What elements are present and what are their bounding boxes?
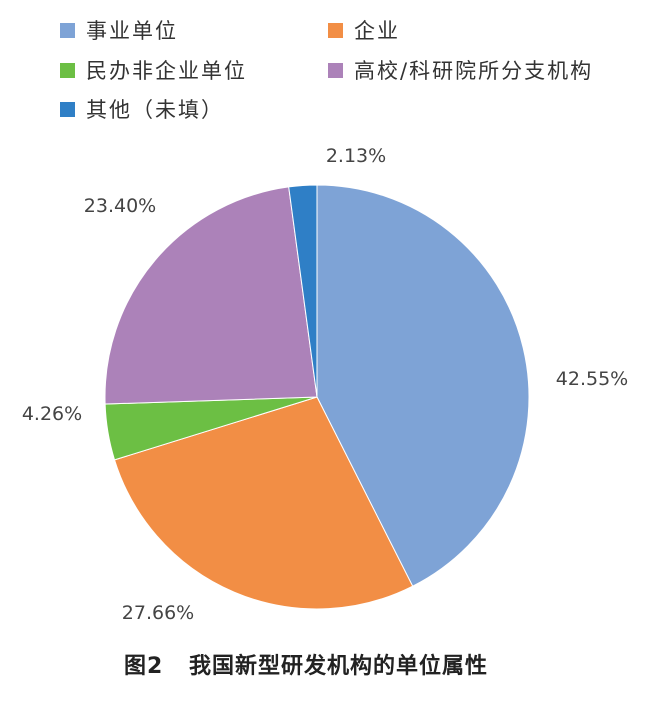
pie-slices xyxy=(104,184,530,610)
legend-swatch-3 xyxy=(328,63,343,78)
legend-swatch-2 xyxy=(60,63,75,78)
data-label-4: 2.13% xyxy=(326,145,386,167)
legend-swatch-0 xyxy=(60,23,75,38)
legend-label-2: 民办非企业单位 xyxy=(86,59,247,83)
legend-label-1: 企业 xyxy=(354,19,400,43)
data-labels: 42.55% 27.66% 4.26% 23.40% 2.13% xyxy=(22,145,628,624)
pie-slice-3 xyxy=(104,186,318,405)
pie-slice-1 xyxy=(113,396,414,610)
data-label-1: 27.66% xyxy=(122,602,194,624)
figure-caption-number: 图2 xyxy=(124,654,163,679)
legend-label-3: 高校/科研院所分支机构 xyxy=(354,59,593,83)
figure-caption-title: 我国新型研发机构的单位属性 xyxy=(189,653,488,679)
data-label-2: 4.26% xyxy=(22,403,82,425)
pie-slice-0 xyxy=(316,184,530,587)
data-label-3: 23.40% xyxy=(84,195,156,217)
legend-swatch-4 xyxy=(60,102,75,117)
pie-slice-4 xyxy=(288,184,318,398)
legend-label-4: 其他（未填） xyxy=(86,98,224,122)
data-label-0: 42.55% xyxy=(556,368,628,390)
legend-swatch-1 xyxy=(328,23,343,38)
legend-label-0: 事业单位 xyxy=(86,19,178,43)
